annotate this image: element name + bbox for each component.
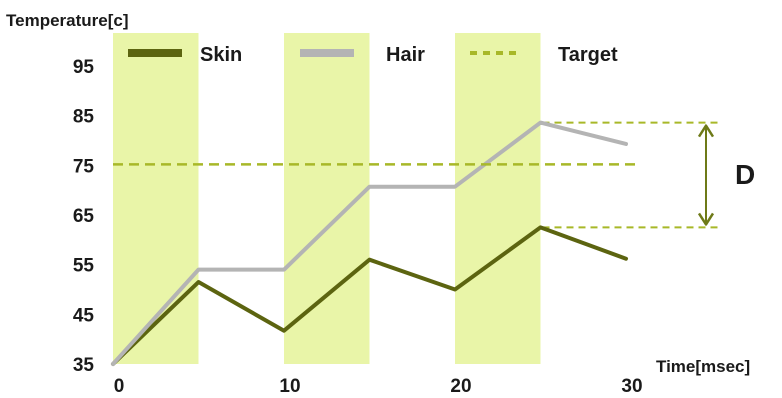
annotation-guides [542,121,718,229]
series-line-hair [111,120,628,366]
x-tick-label: 30 [621,376,642,397]
annotation-arrowhead-down [697,212,715,226]
series-line-skin [111,225,628,366]
y-tick-labels: 35 45 55 65 75 85 95 [73,57,95,376]
annotation-label-d: D [735,159,755,190]
legend-label-hair: Hair [386,44,425,66]
y-tick-label: 45 [73,305,95,326]
y-tick-label: 65 [73,206,95,227]
y-tick-label: 75 [73,156,95,177]
y-axis-title: Temperature[c] [6,11,129,30]
series-lines [111,120,640,366]
x-axis-title: Time[msec] [656,357,750,376]
highlight-band-1 [113,33,199,364]
legend: Skin Hair Target [128,44,618,66]
y-tick-label: 85 [73,107,95,128]
annotation-arrowhead-up [697,124,715,138]
highlight-band-3 [455,33,541,364]
x-tick-label: 10 [279,376,300,397]
x-tick-label: 20 [450,376,471,397]
y-tick-label: 55 [73,256,95,277]
y-tick-label: 35 [73,355,95,376]
difference-annotation: D [697,124,755,226]
y-tick-label: 95 [73,57,95,78]
x-tick-labels: 0 10 20 30 [114,376,643,397]
legend-label-skin: Skin [200,44,242,66]
legend-label-target: Target [558,44,618,66]
highlight-bands [113,33,541,364]
x-tick-label: 0 [114,376,125,397]
